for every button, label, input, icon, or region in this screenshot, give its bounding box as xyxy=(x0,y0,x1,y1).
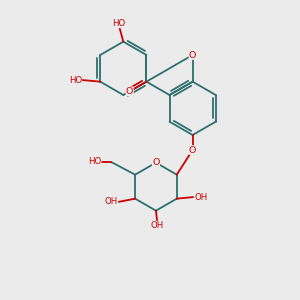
Text: O: O xyxy=(126,87,134,96)
Text: OH: OH xyxy=(194,193,207,202)
Text: OH: OH xyxy=(151,221,164,230)
Text: OH: OH xyxy=(105,197,118,206)
Text: HO: HO xyxy=(69,76,82,85)
Text: O: O xyxy=(152,158,160,167)
Text: O: O xyxy=(189,146,196,154)
Text: HO: HO xyxy=(88,158,101,166)
Text: O: O xyxy=(189,50,196,59)
Text: HO: HO xyxy=(112,19,125,28)
